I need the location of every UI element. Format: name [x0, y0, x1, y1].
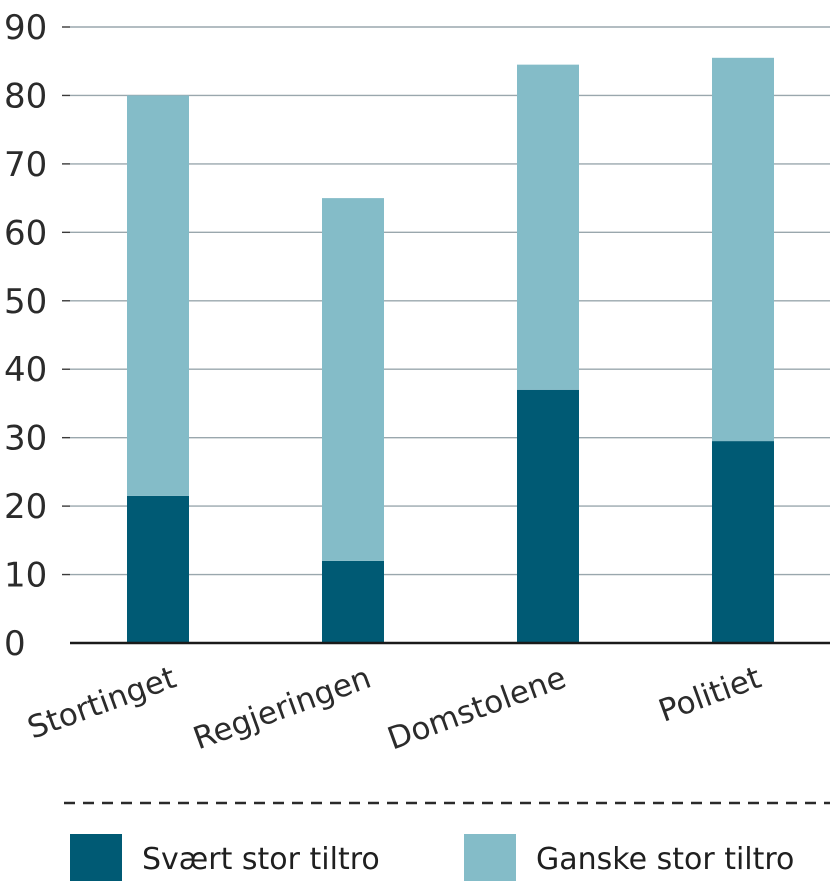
x-category-label: Stortinget — [23, 660, 181, 747]
legend-swatch-series-2 — [464, 834, 516, 881]
legend: Svært stor tiltro Ganske stor tiltro — [70, 834, 794, 881]
x-category-label: Politiet — [654, 660, 766, 730]
y-tick-label: 90 — [4, 8, 47, 48]
bar-domstolene-series-1 — [517, 389, 579, 643]
y-tick-label: 20 — [4, 487, 47, 527]
y-tick-label: 30 — [4, 419, 47, 459]
bar-stortinget-series-2 — [127, 95, 189, 496]
x-category-label: Regjeringen — [189, 660, 376, 757]
bar-domstolene-series-2 — [517, 64, 579, 390]
bar-stortinget-series-1 — [127, 495, 189, 643]
legend-label-series-1: Svært stor tiltro — [142, 842, 380, 877]
bars — [127, 57, 774, 643]
y-tick-label: 0 — [4, 624, 26, 664]
y-tick-label: 60 — [4, 213, 47, 253]
y-tick-label: 50 — [4, 282, 47, 322]
legend-label-series-2: Ganske stor tiltro — [536, 842, 794, 877]
y-tick-label: 10 — [4, 556, 47, 596]
bar-politiet-series-2 — [712, 57, 774, 442]
bar-politiet-series-1 — [712, 441, 774, 643]
y-tick-label: 40 — [4, 350, 47, 390]
legend-swatch-series-1 — [70, 834, 122, 881]
bar-regjeringen-series-2 — [322, 198, 384, 561]
bar-regjeringen-series-1 — [322, 560, 384, 643]
y-tick-label: 70 — [4, 145, 47, 185]
x-axis-categories: Stortinget Regjeringen Domstolene Politiet — [23, 660, 766, 758]
gridlines — [70, 26, 830, 576]
y-tick-label: 80 — [4, 76, 47, 116]
y-axis-ticks: 0 10 20 30 40 50 60 70 80 90 — [4, 8, 70, 664]
x-category-label: Domstolene — [383, 660, 571, 758]
